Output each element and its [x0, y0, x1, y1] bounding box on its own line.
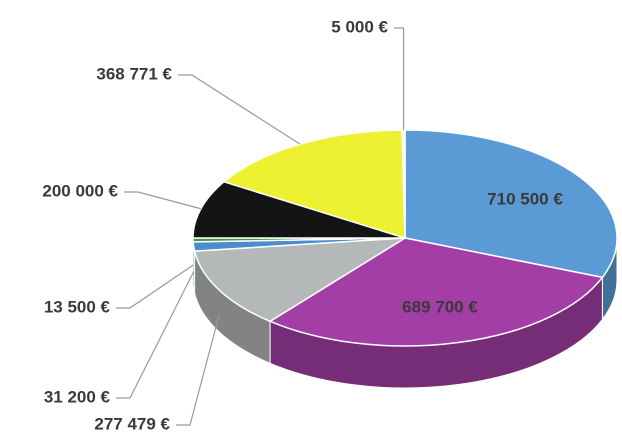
- slice: [192, 180, 406, 239]
- slice: [404, 129, 618, 279]
- data-label: 710 500 €: [487, 189, 563, 208]
- data-label: 368 771 €: [96, 64, 172, 83]
- leader-line: [116, 271, 195, 399]
- leader-line: [394, 27, 405, 131]
- leader-line: [178, 74, 301, 145]
- leader-line: [124, 191, 202, 210]
- slice: [193, 237, 406, 323]
- slice: [222, 129, 406, 240]
- data-label: 689 700 €: [402, 297, 478, 316]
- data-label: 277 479 €: [94, 414, 170, 433]
- data-label: 200 000 €: [42, 181, 118, 200]
- slice-tops: [192, 129, 618, 347]
- slice: [268, 237, 604, 347]
- leader-line: [116, 264, 194, 309]
- data-label: 5 000 €: [331, 17, 388, 36]
- data-label: 13 500 €: [44, 297, 111, 316]
- leader-line: [176, 314, 220, 426]
- data-label: 31 200 €: [44, 387, 111, 406]
